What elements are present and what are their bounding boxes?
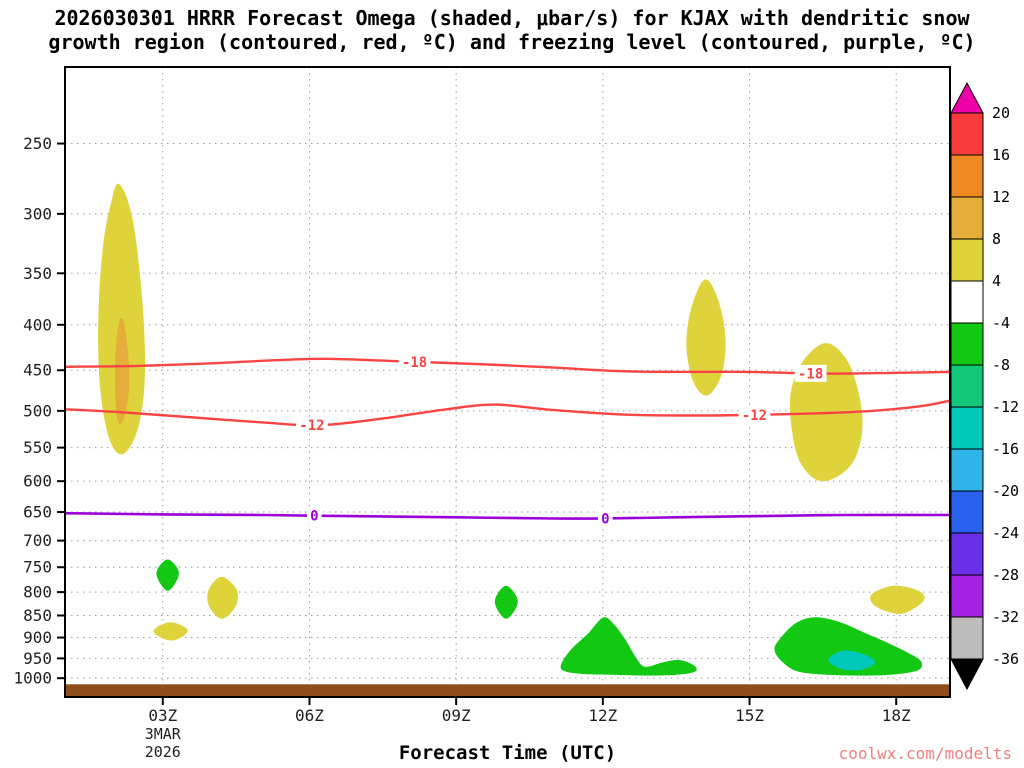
y-tick-label: 250: [23, 134, 52, 153]
colorbar-segment: [950, 448, 984, 492]
colorbar-segment: [950, 406, 984, 450]
colorbar-label: 20: [992, 104, 1010, 122]
colorbar-label: -4: [992, 314, 1010, 332]
colorbar-label: -16: [992, 440, 1019, 458]
y-tick-label: 400: [23, 315, 52, 334]
colorbar-segment: [950, 112, 984, 156]
omega-shaded-region: [774, 617, 923, 676]
colorbar-segment: [950, 574, 984, 618]
omega-shaded-region: [560, 617, 697, 676]
omega-shaded-region: [153, 622, 188, 641]
y-tick-label: 300: [23, 204, 52, 223]
x-tick-label: 06Z: [295, 706, 324, 725]
omega-shaded-region: [115, 317, 130, 424]
x-axis-title: Forecast Time (UTC): [398, 742, 617, 764]
colorbar-label: 16: [992, 146, 1010, 164]
omega-shaded-region: [494, 585, 518, 619]
contour-label-mask: [398, 353, 431, 371]
chart-title-line1: 2026030301 HRRR Forecast Omega (shaded, …: [54, 6, 970, 30]
x-tick-label: 12Z: [588, 706, 617, 725]
omega-shaded-region: [686, 279, 726, 396]
plot-border: [64, 66, 951, 698]
contour-label-mask: [794, 364, 827, 382]
contour-label-mask: [307, 507, 322, 525]
contour-line-0: [65, 511, 950, 520]
plot-content: [65, 183, 950, 697]
colorbar-segment: [950, 238, 984, 282]
colorbar-arrow-top: [950, 81, 984, 114]
colorbar-label: 12: [992, 188, 1010, 206]
date-label: 2026: [145, 743, 181, 761]
x-tick-label: 09Z: [442, 706, 471, 725]
contour-label: -12: [299, 418, 324, 434]
colorbar-segment: [950, 616, 984, 660]
colorbar-label: -20: [992, 482, 1019, 500]
x-tick-label: 15Z: [735, 706, 764, 725]
y-tick-label: 500: [23, 401, 52, 420]
y-tick-label: 550: [23, 438, 52, 457]
colorbar-segment: [950, 322, 984, 366]
colorbar-label: -36: [992, 650, 1019, 668]
contour-label: 0: [601, 511, 609, 527]
colorbar-label: -32: [992, 608, 1019, 626]
omega-shaded-region: [156, 559, 179, 591]
contour-label: 0: [310, 509, 318, 525]
colorbar-segment: [950, 154, 984, 198]
contour-label-mask: [738, 406, 771, 424]
y-tick-label: 650: [23, 503, 52, 522]
y-tick-label: 600: [23, 472, 52, 491]
surface-band: [65, 684, 950, 697]
y-tick-label: 750: [23, 558, 52, 577]
y-tick-label: 900: [23, 628, 52, 647]
colorbar-segment: [950, 532, 984, 576]
contour-label: -18: [798, 366, 823, 382]
contour-label: -12: [742, 408, 767, 424]
colorbar-label: -24: [992, 524, 1019, 542]
omega-shaded-region: [828, 650, 875, 671]
chart-title-line2: growth region (contoured, red, ºC) and f…: [48, 30, 976, 54]
colorbar-label: -12: [992, 398, 1019, 416]
y-tick-label: 800: [23, 583, 52, 602]
colorbar-segment: [950, 196, 984, 240]
y-tick-label: 1000: [13, 669, 52, 688]
colorbar-label: 8: [992, 230, 1001, 248]
y-tick-label: 850: [23, 606, 52, 625]
contour-label-mask: [296, 416, 328, 434]
contour-line--12: [65, 399, 950, 427]
colorbar-segment: [950, 490, 984, 534]
y-tick-label: 350: [23, 264, 52, 283]
date-label: 3MAR: [145, 725, 182, 743]
chart-title: 2026030301 HRRR Forecast Omega (shaded, …: [0, 6, 1024, 54]
contour-label-mask: [597, 509, 613, 527]
colorbar-label: -28: [992, 566, 1019, 584]
colorbar-label: -8: [992, 356, 1010, 374]
colorbar-arrow-bottom: [950, 658, 984, 691]
colorbar-label: 4: [992, 272, 1001, 290]
y-tick-label: 450: [23, 361, 52, 380]
omega-shaded-region: [207, 576, 238, 619]
x-tick-label: 18Z: [882, 706, 911, 725]
watermark-link[interactable]: coolwx.com/modelts: [838, 744, 1012, 763]
y-tick-label: 700: [23, 531, 52, 550]
colorbar-segment: [950, 280, 984, 324]
contour-label: -18: [402, 355, 427, 371]
omega-shaded-region: [870, 585, 925, 614]
x-tick-label: 03Z: [148, 706, 177, 725]
colorbar-segment: [950, 364, 984, 408]
y-tick-label: 950: [23, 649, 52, 668]
